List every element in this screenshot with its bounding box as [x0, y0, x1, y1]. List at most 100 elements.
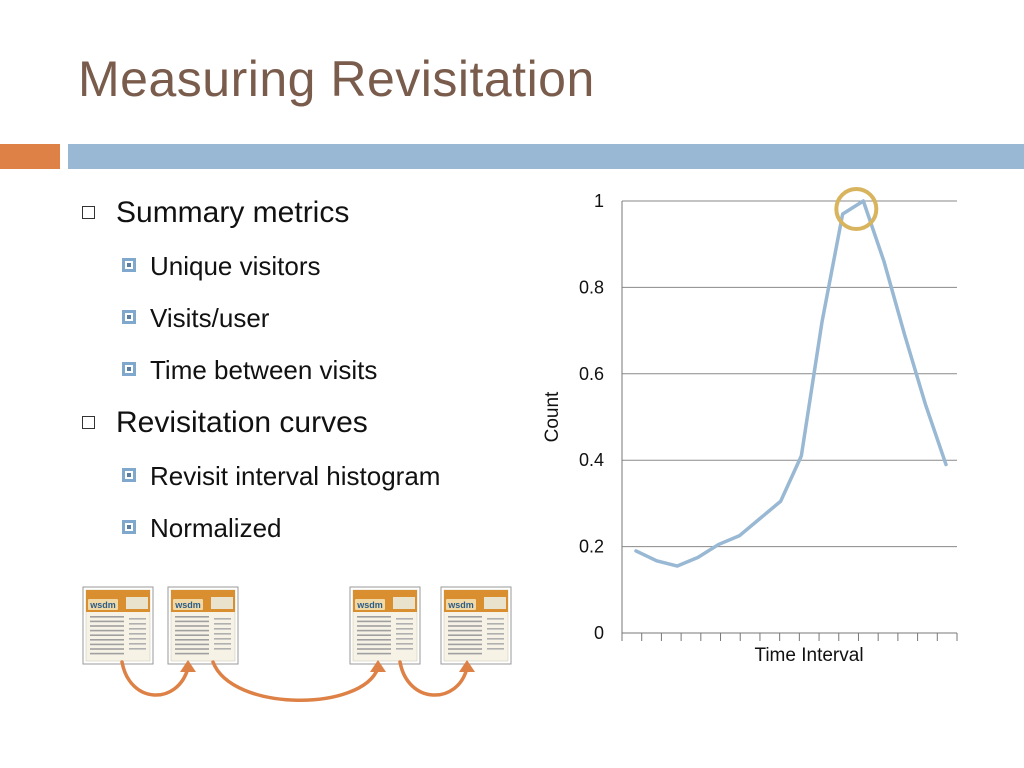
- thumbnail-side-line: [487, 648, 504, 650]
- page-thumbnail: wsdm: [349, 586, 421, 665]
- thumbnail-text-line: [90, 639, 124, 641]
- thumbnail-side-line: [396, 623, 413, 625]
- thumbnail-logo-box: [88, 599, 118, 610]
- bullet-square-icon: [82, 206, 95, 219]
- thumbnail-logo-text: wsdm: [447, 600, 474, 610]
- thumbnail-logo-box: [355, 599, 385, 610]
- thumbnail-text-line: [175, 625, 209, 627]
- thumbnail-text-line: [175, 643, 209, 646]
- thumbnail-text-line: [448, 639, 482, 641]
- thumbnail-side-line: [214, 648, 231, 650]
- sub-bullet-square-icon: [122, 362, 136, 376]
- thumbnail-logo-text: wsdm: [89, 600, 116, 610]
- sub-bullet-item: Time between visits: [80, 344, 540, 396]
- sub-bullet-item: Revisit interval histogram: [80, 450, 540, 502]
- thumbnail-side-line: [396, 638, 413, 640]
- thumbnail-side-box: [484, 597, 506, 609]
- thumbnail-side-line: [396, 643, 413, 645]
- thumbnail-side-line: [214, 638, 231, 640]
- sub-bullet-square-icon: [122, 468, 136, 482]
- thumbnail-logo-box: [446, 599, 476, 610]
- sub-bullet-text: Time between visits: [150, 355, 378, 385]
- thumbnail-text-line: [357, 616, 391, 618]
- thumbnail-logo-box: [173, 599, 203, 610]
- thumbnail-side-line: [129, 643, 146, 645]
- header-accent-blue: [68, 144, 1024, 169]
- thumbnail-text-line: [448, 634, 482, 636]
- bullet-square-icon: [82, 416, 95, 429]
- thumbnail-text-line: [448, 616, 482, 618]
- thumbnail-text-line: [90, 652, 124, 655]
- thumbnail-side-line: [129, 618, 146, 620]
- thumbnail-side-line: [487, 638, 504, 640]
- thumbnail-text-line: [448, 643, 482, 646]
- thumbnail-text-line: [90, 629, 124, 632]
- sub-bullet-square-icon: [122, 258, 136, 272]
- thumbnail-text-line: [357, 625, 391, 627]
- arrow-head-icon: [180, 660, 196, 672]
- thumbnail-logo-text: wsdm: [174, 600, 201, 610]
- thumbnail-side-box: [393, 597, 415, 609]
- thumbnail-side-line: [214, 618, 231, 620]
- thumbnail-side-line: [214, 623, 231, 625]
- thumbnail-text-line: [175, 639, 209, 641]
- series-line: [634, 199, 948, 568]
- thumbnail-side-line: [129, 628, 146, 630]
- revisit-arrow-curve: [120, 660, 190, 697]
- thumbnail-text-line: [448, 652, 482, 655]
- peak-highlight-circle: [834, 187, 879, 231]
- thumbnail-side-line: [487, 618, 504, 620]
- revisit-arrows: [120, 660, 475, 702]
- revisit-arrow-curve: [398, 660, 469, 697]
- thumbnail-side-line: [214, 628, 231, 630]
- page-thumbnail: wsdm: [82, 586, 154, 665]
- thumbnail-side-line: [396, 648, 413, 650]
- sub-bullet-text: Unique visitors: [150, 251, 321, 281]
- thumbnail-text-line: [448, 648, 482, 650]
- thumbnail-text-line: [448, 625, 482, 627]
- sub-bullet-text: Normalized: [150, 513, 282, 543]
- thumbnail-side-line: [129, 623, 146, 625]
- thumbnail-text-line: [357, 634, 391, 636]
- x-axis-label: Time Interval: [754, 645, 863, 666]
- thumbnail-side-line: [487, 643, 504, 645]
- y-axis-label: Count: [542, 391, 563, 442]
- y-tick-label: 0.2: [579, 537, 604, 557]
- thumbnail-logo-text: wsdm: [356, 600, 383, 610]
- thumbnail-text-line: [357, 639, 391, 641]
- thumbnail-side-line: [396, 618, 413, 620]
- sub-bullet-text: Revisit interval histogram: [150, 461, 441, 491]
- thumbnail-text-line: [448, 629, 482, 632]
- thumbnail-text-line: [448, 620, 482, 623]
- thumbnail-side-box: [211, 597, 233, 609]
- bullet-list: Summary metrics Unique visitors Visits/u…: [80, 186, 540, 554]
- bullet-item: Summary metrics: [80, 186, 540, 240]
- y-tick-label: 0.8: [579, 277, 604, 297]
- thumbnail-side-line: [487, 623, 504, 625]
- bullet-text: Revisitation curves: [116, 406, 368, 439]
- thumbnail-text-line: [175, 652, 209, 655]
- thumbnail-side-line: [487, 628, 504, 630]
- sub-bullet-square-icon: [122, 520, 136, 534]
- thumbnail-text-line: [175, 616, 209, 618]
- header-accent-orange: [0, 144, 60, 169]
- thumbnail-text-line: [357, 629, 391, 632]
- thumbnail-side-line: [214, 633, 231, 635]
- thumbnail-side-line: [214, 643, 231, 645]
- sub-bullet-item: Visits/user: [80, 292, 540, 344]
- thumbnail-side-line: [396, 633, 413, 635]
- thumbnail-text-line: [175, 648, 209, 650]
- thumbnail-text-line: [175, 620, 209, 623]
- thumbnail-side-box: [126, 597, 148, 609]
- thumbnail-text-line: [90, 643, 124, 646]
- y-tick-label: 0: [594, 623, 604, 643]
- thumbnail-text-line: [357, 620, 391, 623]
- y-tick-label: 0.6: [579, 364, 604, 384]
- thumbnail-side-line: [129, 633, 146, 635]
- bullet-item: Revisitation curves: [80, 396, 540, 450]
- page-thumbnail: wsdm: [440, 586, 512, 665]
- thumbnail-text-line: [175, 634, 209, 636]
- page-thumbnail: wsdm: [167, 586, 239, 665]
- bullet-text: Summary metrics: [116, 196, 350, 229]
